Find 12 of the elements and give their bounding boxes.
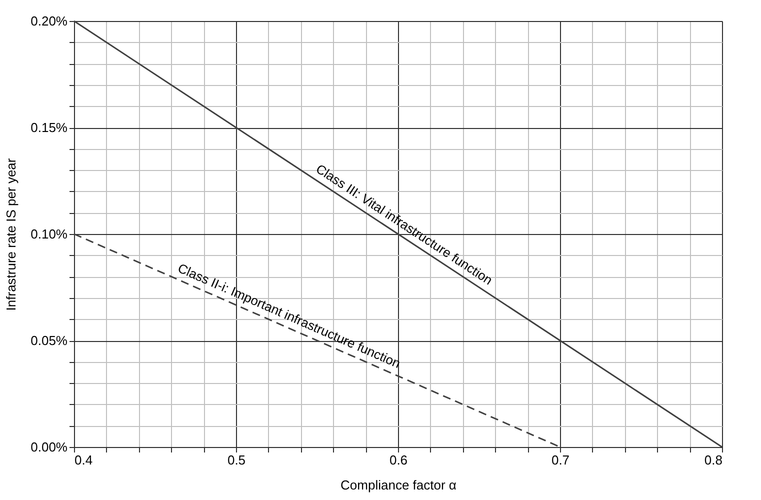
y-tick-label: 0.00% <box>30 440 68 454</box>
y-tick-label: 0.05% <box>30 333 68 348</box>
y-tick-label: 0.15% <box>30 120 68 135</box>
x-axis-title: Compliance factor α <box>340 478 457 492</box>
x-tick-label: 0.8 <box>704 452 722 468</box>
x-tick-label: 0.7 <box>551 452 570 468</box>
x-tick-label: 0.6 <box>389 452 408 468</box>
y-tick-label: 0.20% <box>30 14 68 28</box>
x-tick-label: 0.5 <box>227 452 246 468</box>
x-tick-label: 0.4 <box>74 452 93 468</box>
y-axis-title: Infrastrure rate IS per year <box>4 158 19 311</box>
y-tick-label: 0.10% <box>30 226 68 242</box>
